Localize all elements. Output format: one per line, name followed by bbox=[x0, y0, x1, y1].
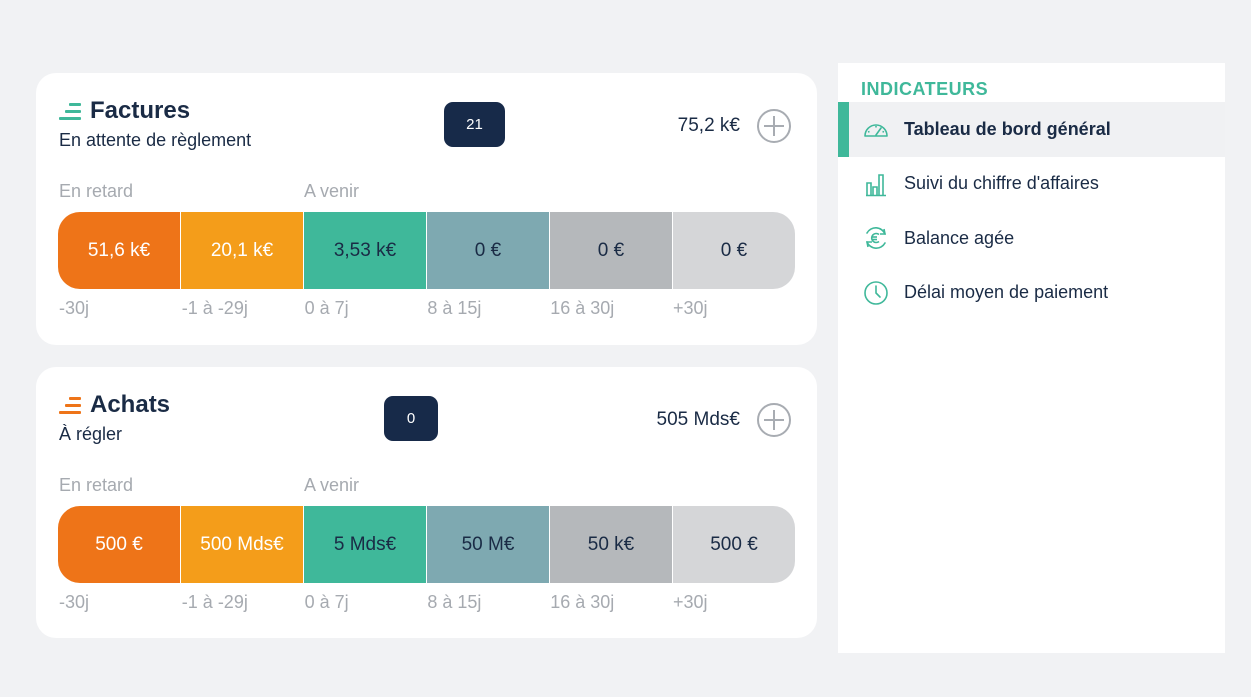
factures-add-icon[interactable] bbox=[757, 109, 791, 143]
achats-aging-bar: 500 € 500 Mds€ 5 Mds€ 50 M€ 50 k€ 500 € bbox=[58, 506, 795, 583]
achats-title: Achats bbox=[90, 391, 171, 418]
factures-card: Factures En attente de règlement 21 75,2… bbox=[36, 73, 817, 345]
achats-late-label: En retard bbox=[59, 475, 134, 495]
achats-ranges: -30j -1 à -29j 0 à 7j 8 à 15j 16 à 30j +… bbox=[59, 592, 796, 613]
factures-range-label: 8 à 15j bbox=[427, 298, 482, 318]
achats-range-label: -30j bbox=[59, 592, 90, 612]
achats-subtitle: À régler bbox=[59, 424, 123, 444]
achats-lines-icon bbox=[59, 395, 81, 415]
menu-item-label: Tableau de bord général bbox=[904, 118, 1111, 139]
achats-range-label: +30j bbox=[672, 592, 708, 612]
factures-range-label: -1 à -29j bbox=[181, 298, 248, 318]
achats-segment[interactable]: 500 Mds€ bbox=[181, 506, 304, 583]
menu-item-revenue[interactable]: Suivi du chiffre d'affaires bbox=[838, 157, 1225, 212]
menu-item-label: Suivi du chiffre d'affaires bbox=[904, 173, 1099, 194]
achats-range-label: 8 à 15j bbox=[427, 592, 482, 612]
achats-segment[interactable]: 50 k€ bbox=[550, 506, 673, 583]
factures-upcoming-label: A venir bbox=[304, 181, 360, 201]
achats-upcoming-label: A venir bbox=[304, 475, 360, 495]
achats-segment[interactable]: 50 M€ bbox=[427, 506, 550, 583]
factures-segment[interactable]: 3,53 k€ bbox=[304, 212, 427, 289]
factures-segment[interactable]: 0 € bbox=[550, 212, 673, 289]
factures-header: Factures En attente de règlement bbox=[59, 97, 251, 151]
factures-late-label: En retard bbox=[59, 181, 134, 201]
achats-range-label: -1 à -29j bbox=[181, 592, 248, 612]
factures-total: 75,2 k€ bbox=[677, 115, 740, 136]
menu-item-aged-balance[interactable]: Balance agée bbox=[838, 211, 1225, 266]
achats-card: Achats À régler 0 505 Mds€ En retard A v… bbox=[36, 367, 817, 638]
dashboard-gauge-icon bbox=[862, 115, 890, 143]
factures-title: Factures bbox=[90, 97, 191, 124]
factures-lines-icon bbox=[59, 101, 81, 121]
achats-segment[interactable]: 500 € bbox=[58, 506, 181, 583]
achats-count-badge[interactable]: 0 bbox=[384, 396, 438, 441]
indicators-title: INDICATEURS bbox=[861, 79, 989, 99]
clock-icon bbox=[862, 279, 890, 307]
achats-range-label: 0 à 7j bbox=[304, 592, 349, 612]
factures-range-label: +30j bbox=[672, 298, 708, 318]
indicators-panel: INDICATEURS Tableau de bord général bbox=[838, 63, 1225, 653]
factures-segment[interactable]: 0 € bbox=[427, 212, 550, 289]
factures-count-badge[interactable]: 21 bbox=[444, 102, 505, 147]
revenue-chart-icon bbox=[862, 170, 890, 198]
factures-range-label: 0 à 7j bbox=[304, 298, 349, 318]
menu-item-payment-delay[interactable]: Délai moyen de paiement bbox=[838, 266, 1225, 321]
menu-item-label: Délai moyen de paiement bbox=[904, 282, 1109, 303]
factures-subtitle: En attente de règlement bbox=[59, 130, 252, 150]
menu-item-dashboard[interactable]: Tableau de bord général bbox=[838, 102, 1225, 157]
achats-range-label: 16 à 30j bbox=[550, 592, 615, 612]
factures-aging-bar: 51,6 k€ 20,1 k€ 3,53 k€ 0 € 0 € 0 € bbox=[58, 212, 795, 289]
factures-range-label: -30j bbox=[59, 298, 90, 318]
factures-range-label: 16 à 30j bbox=[550, 298, 615, 318]
factures-segment[interactable]: 20,1 k€ bbox=[181, 212, 304, 289]
factures-ranges: -30j -1 à -29j 0 à 7j 8 à 15j 16 à 30j +… bbox=[59, 298, 796, 319]
factures-segment[interactable]: 51,6 k€ bbox=[58, 212, 181, 289]
euro-cycle-icon bbox=[862, 224, 890, 252]
achats-header: Achats À régler bbox=[59, 391, 170, 445]
achats-segment[interactable]: 5 Mds€ bbox=[304, 506, 427, 583]
achats-segment[interactable]: 500 € bbox=[673, 506, 795, 583]
indicators-menu: Tableau de bord général Suivi du chiffre… bbox=[838, 102, 1225, 320]
achats-add-icon[interactable] bbox=[757, 403, 791, 437]
achats-total: 505 Mds€ bbox=[656, 409, 740, 430]
factures-segment[interactable]: 0 € bbox=[673, 212, 795, 289]
menu-item-label: Balance agée bbox=[904, 227, 1015, 248]
